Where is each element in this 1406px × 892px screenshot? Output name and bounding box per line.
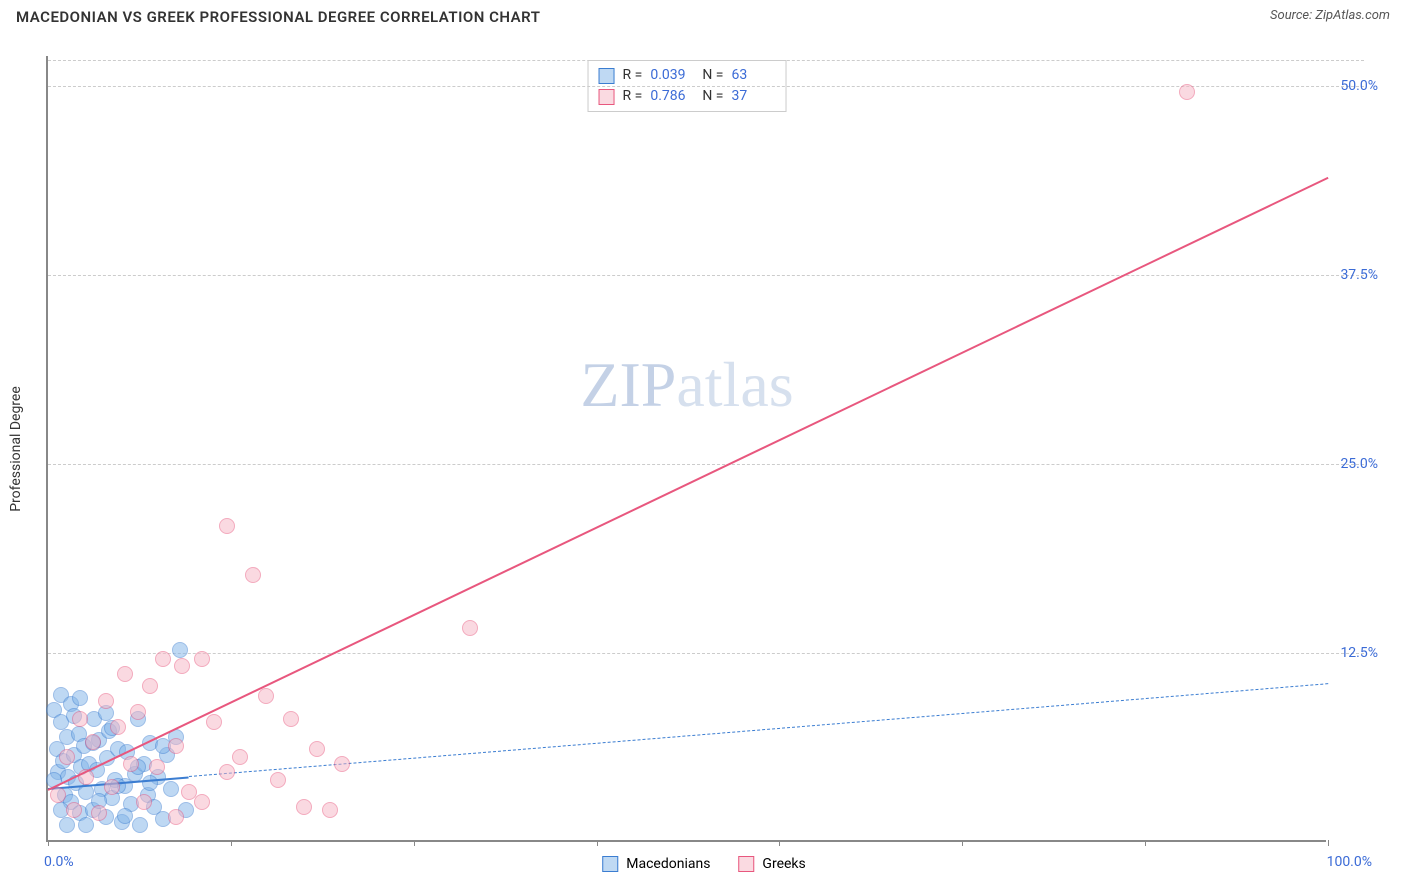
- series-legend: Macedonians Greeks: [602, 856, 806, 872]
- gridline: [48, 275, 1364, 276]
- r-value: 0.786: [650, 86, 694, 107]
- data-point: [168, 809, 184, 825]
- data-point: [219, 764, 235, 780]
- gridline: [48, 86, 1364, 87]
- data-point: [245, 567, 261, 583]
- data-point: [104, 779, 120, 795]
- data-point: [123, 756, 139, 772]
- gridline: [48, 60, 1364, 61]
- x-axis-min-label: 0.0%: [44, 854, 74, 870]
- legend-label: Macedonians: [626, 856, 710, 872]
- data-point: [206, 714, 222, 730]
- data-point: [296, 799, 312, 815]
- watermark: ZIPatlas: [580, 348, 793, 422]
- data-point: [66, 802, 82, 818]
- series-swatch: [599, 68, 615, 84]
- r-label: R =: [623, 86, 643, 107]
- r-label: R =: [623, 65, 643, 86]
- source-attribution: Source: ZipAtlas.com: [1270, 8, 1390, 26]
- data-point: [163, 781, 179, 797]
- legend-item: Macedonians: [602, 856, 710, 872]
- data-point: [59, 749, 75, 765]
- data-point: [132, 817, 148, 833]
- n-value: 63: [731, 65, 775, 86]
- data-point: [270, 772, 286, 788]
- y-tick-label: 50.0%: [1340, 78, 1378, 94]
- data-point: [91, 805, 107, 821]
- trendline-dashed: [189, 683, 1328, 777]
- data-point: [98, 693, 114, 709]
- x-axis-max-label: 100.0%: [1327, 854, 1372, 870]
- data-point: [50, 787, 66, 803]
- chart-title: MACEDONIAN VS GREEK PROFESSIONAL DEGREE …: [16, 8, 540, 26]
- data-point: [110, 719, 126, 735]
- data-point: [59, 817, 75, 833]
- data-point: [117, 666, 133, 682]
- data-point: [72, 711, 88, 727]
- x-tick: [962, 840, 963, 846]
- x-tick: [231, 840, 232, 846]
- x-tick: [1328, 840, 1329, 846]
- x-tick: [779, 840, 780, 846]
- data-point: [168, 738, 184, 754]
- x-tick: [1145, 840, 1146, 846]
- data-point: [142, 678, 158, 694]
- data-point: [334, 756, 350, 772]
- data-point: [258, 688, 274, 704]
- data-point: [194, 794, 210, 810]
- stats-row: R = 0.039 N = 63: [599, 65, 776, 86]
- plot-area: ZIPatlas R =0.039N =63R =0.786N =37 12.5…: [46, 56, 1326, 842]
- data-point: [85, 734, 101, 750]
- data-point: [219, 518, 235, 534]
- data-point: [155, 651, 171, 667]
- y-axis-title: Professional Degree: [8, 386, 24, 512]
- r-value: 0.039: [650, 65, 694, 86]
- chart-container: ZIPatlas R =0.039N =63R =0.786N =37 12.5…: [46, 56, 1362, 842]
- data-point: [172, 642, 188, 658]
- data-point: [232, 749, 248, 765]
- y-tick-label: 25.0%: [1340, 456, 1378, 472]
- legend-swatch: [738, 856, 754, 872]
- data-point: [149, 759, 165, 775]
- data-point: [283, 711, 299, 727]
- data-point: [78, 817, 94, 833]
- legend-label: Greeks: [762, 856, 805, 872]
- data-point: [194, 651, 210, 667]
- gridline: [48, 464, 1364, 465]
- data-point: [1179, 84, 1195, 100]
- data-point: [117, 808, 133, 824]
- series-swatch: [599, 89, 615, 105]
- stats-row: R = 0.786 N = 37: [599, 86, 776, 107]
- data-point: [72, 690, 88, 706]
- data-point: [322, 802, 338, 818]
- data-point: [136, 794, 152, 810]
- data-point: [462, 620, 478, 636]
- legend-swatch: [602, 856, 618, 872]
- gridline: [48, 653, 1364, 654]
- y-tick-label: 37.5%: [1340, 267, 1378, 283]
- x-tick: [48, 840, 49, 846]
- x-tick: [597, 840, 598, 846]
- y-tick-label: 12.5%: [1340, 645, 1378, 661]
- n-label: N =: [702, 65, 723, 86]
- legend-item: Greeks: [738, 856, 805, 872]
- data-point: [174, 658, 190, 674]
- x-tick: [414, 840, 415, 846]
- data-point: [142, 775, 158, 791]
- data-point: [309, 741, 325, 757]
- data-point: [130, 704, 146, 720]
- n-value: 37: [731, 86, 775, 107]
- n-label: N =: [702, 86, 723, 107]
